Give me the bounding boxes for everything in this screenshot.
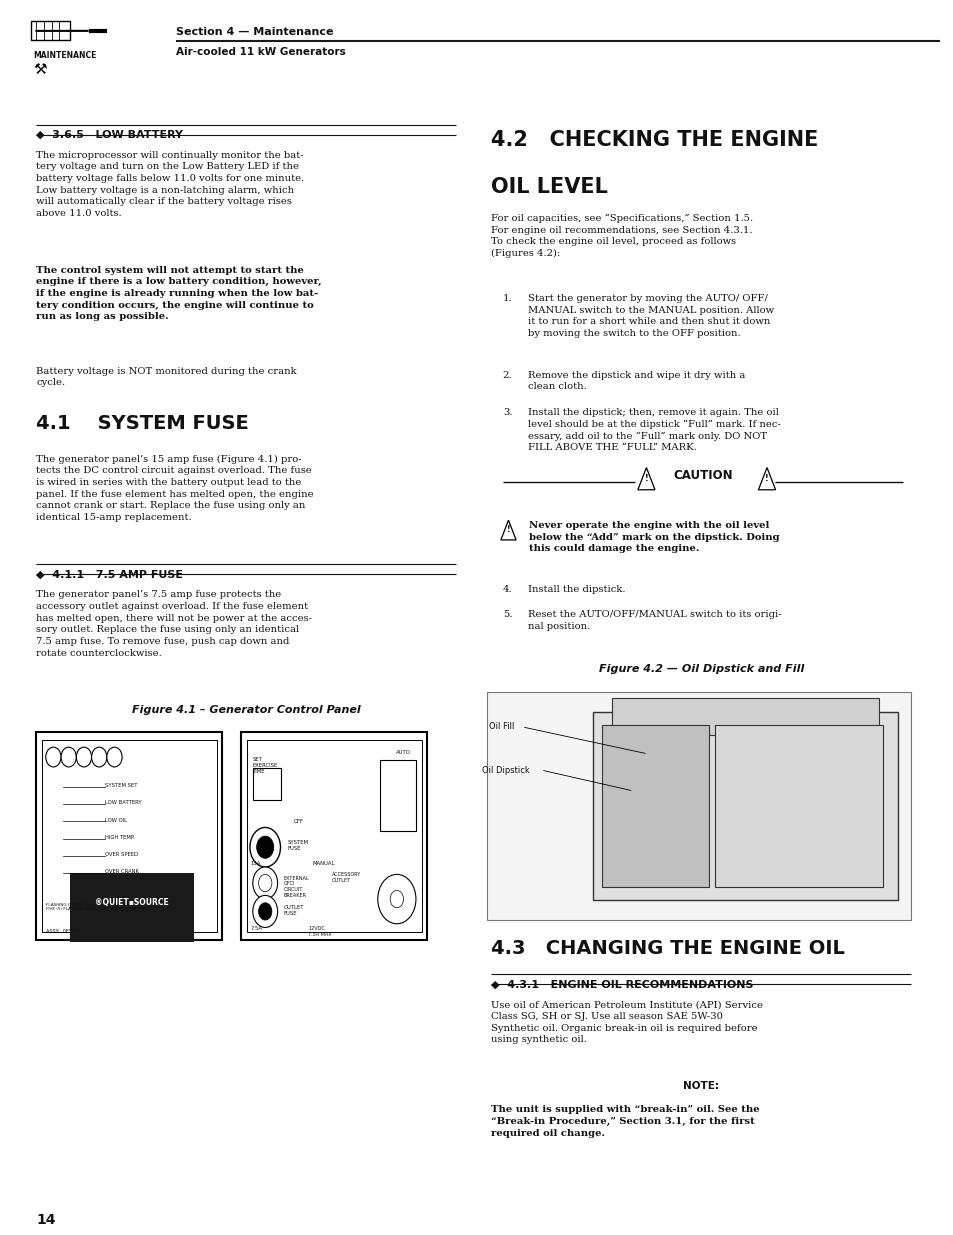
Circle shape: [390, 890, 403, 908]
Text: 12VDC
7.5A MAX: 12VDC 7.5A MAX: [308, 926, 332, 937]
Text: HIGH TEMP.: HIGH TEMP.: [105, 835, 134, 840]
Text: SYSTEM
FUSE: SYSTEM FUSE: [287, 840, 308, 851]
Polygon shape: [500, 520, 516, 540]
Text: NOTE:: NOTE:: [682, 1081, 719, 1091]
Text: 5.: 5.: [502, 610, 512, 619]
Circle shape: [61, 747, 76, 767]
FancyBboxPatch shape: [592, 713, 898, 899]
FancyBboxPatch shape: [601, 725, 708, 887]
Text: !: !: [506, 525, 510, 535]
Circle shape: [253, 867, 277, 899]
FancyBboxPatch shape: [70, 873, 193, 942]
Text: 1.: 1.: [502, 294, 512, 303]
Text: Oil Dipstick: Oil Dipstick: [481, 766, 529, 774]
FancyBboxPatch shape: [42, 740, 216, 932]
Text: CAUTION: CAUTION: [673, 469, 732, 482]
Text: ◆  3.6.5   LOW BATTERY: ◆ 3.6.5 LOW BATTERY: [36, 130, 183, 140]
FancyBboxPatch shape: [36, 732, 222, 940]
Text: The generator panel’s 15 amp fuse (Figure 4.1) pro-
tects the DC control circuit: The generator panel’s 15 amp fuse (Figur…: [36, 454, 314, 522]
Text: The generator panel’s 7.5 amp fuse protects the
accessory outlet against overloa: The generator panel’s 7.5 amp fuse prote…: [36, 590, 312, 657]
Text: Start the generator by moving the AUTO/ OFF/
MANUAL switch to the MANUAL positio: Start the generator by moving the AUTO/ …: [527, 294, 773, 338]
Circle shape: [91, 747, 107, 767]
Circle shape: [253, 895, 277, 927]
Text: !: !: [764, 474, 768, 483]
Text: LOW BATTERY: LOW BATTERY: [105, 800, 141, 805]
Text: SET
EXERCISE
TIME: SET EXERCISE TIME: [253, 757, 277, 773]
Text: 4.1    SYSTEM FUSE: 4.1 SYSTEM FUSE: [36, 414, 249, 432]
Text: MANUAL: MANUAL: [313, 861, 335, 866]
Text: OVER SPEED: OVER SPEED: [105, 852, 138, 857]
Text: OIL LEVEL: OIL LEVEL: [491, 177, 608, 196]
Text: Battery voltage is NOT monitored during the crank
cycle.: Battery voltage is NOT monitored during …: [36, 367, 296, 388]
Circle shape: [258, 903, 272, 920]
Text: ASSY:  0E5241: ASSY: 0E5241: [46, 929, 81, 934]
FancyBboxPatch shape: [241, 732, 427, 940]
FancyBboxPatch shape: [714, 725, 882, 887]
Text: LOW OIL: LOW OIL: [105, 818, 127, 823]
Text: OUTLET
FUSE: OUTLET FUSE: [283, 905, 303, 916]
Text: Use oil of American Petroleum Institute (API) Service
Class SG, SH or SJ. Use al: Use oil of American Petroleum Institute …: [491, 1000, 762, 1045]
Polygon shape: [638, 468, 655, 490]
Text: 15A: 15A: [251, 861, 261, 866]
Text: Figure 4.1 – Generator Control Panel: Figure 4.1 – Generator Control Panel: [132, 705, 360, 715]
FancyBboxPatch shape: [611, 698, 879, 735]
Circle shape: [258, 874, 272, 892]
Text: FLASHING GREEN LED= NO UTILITY SENSE
FIVE (5) FLASHING RED LEDS= EXERCISE NOT SE: FLASHING GREEN LED= NO UTILITY SENSE FIV…: [46, 903, 149, 911]
Text: Air-cooled 11 kW Generators: Air-cooled 11 kW Generators: [176, 47, 346, 57]
Text: 4.: 4.: [502, 585, 512, 594]
Text: !: !: [644, 474, 647, 483]
Polygon shape: [758, 468, 775, 490]
Text: For oil capacities, see “Specifications,” Section 1.5.
For engine oil recommenda: For oil capacities, see “Specifications,…: [491, 214, 753, 258]
Text: Install the dipstick; then, remove it again. The oil
level should be at the dips: Install the dipstick; then, remove it ag…: [527, 408, 780, 452]
Text: EXTERNAL
GFCI
CIRCUIT
BREAKER: EXTERNAL GFCI CIRCUIT BREAKER: [283, 876, 309, 898]
Text: Oil Fill: Oil Fill: [489, 722, 515, 731]
Text: ⚒: ⚒: [33, 62, 47, 77]
Text: SYSTEM SET: SYSTEM SET: [105, 783, 137, 788]
FancyBboxPatch shape: [379, 760, 416, 831]
Text: 2.: 2.: [502, 370, 512, 379]
Text: ®QUIET▪SOURCE: ®QUIET▪SOURCE: [94, 898, 169, 906]
Text: OFF: OFF: [294, 819, 303, 824]
Text: The microprocessor will continually monitor the bat-
tery voltage and turn on th: The microprocessor will continually moni…: [36, 151, 304, 217]
Text: 4.2   CHECKING THE ENGINE: 4.2 CHECKING THE ENGINE: [491, 130, 818, 149]
Text: OVER CRANK: OVER CRANK: [105, 869, 139, 874]
Circle shape: [377, 874, 416, 924]
FancyBboxPatch shape: [247, 740, 421, 932]
FancyBboxPatch shape: [31, 21, 70, 40]
Text: Reset the AUTO/OFF/MANUAL switch to its origi-
nal position.: Reset the AUTO/OFF/MANUAL switch to its …: [527, 610, 781, 631]
Text: 3.: 3.: [502, 408, 512, 416]
FancyBboxPatch shape: [486, 692, 910, 920]
Text: ◆  4.1.1   7.5 AMP FUSE: ◆ 4.1.1 7.5 AMP FUSE: [36, 569, 183, 579]
Text: AUTO: AUTO: [395, 750, 411, 755]
Text: The unit is supplied with “break-in” oil. See the
“Break-in Procedure,” Section : The unit is supplied with “break-in” oil…: [491, 1105, 760, 1137]
Text: The control system will not attempt to start the
engine if there is a low batter: The control system will not attempt to s…: [36, 266, 321, 321]
Text: Never operate the engine with the oil level
below the “Add” mark on the dipstick: Never operate the engine with the oil le…: [529, 521, 780, 553]
Text: Remove the dipstick and wipe it dry with a
clean cloth.: Remove the dipstick and wipe it dry with…: [527, 370, 744, 391]
Text: 14: 14: [36, 1213, 55, 1226]
Text: 7.5A: 7.5A: [251, 926, 263, 931]
Text: Figure 4.2 — Oil Dipstick and Fill: Figure 4.2 — Oil Dipstick and Fill: [598, 664, 803, 674]
FancyBboxPatch shape: [253, 768, 281, 800]
Text: Install the dipstick.: Install the dipstick.: [527, 585, 624, 594]
Text: Section 4 — Maintenance: Section 4 — Maintenance: [176, 27, 334, 37]
Text: ACCESSORY
OUTLET: ACCESSORY OUTLET: [332, 872, 361, 883]
Text: ◆  4.3.1   ENGINE OIL RECOMMENDATIONS: ◆ 4.3.1 ENGINE OIL RECOMMENDATIONS: [491, 979, 753, 989]
Circle shape: [46, 747, 61, 767]
Circle shape: [76, 747, 91, 767]
Text: 4.3   CHANGING THE ENGINE OIL: 4.3 CHANGING THE ENGINE OIL: [491, 939, 844, 957]
Circle shape: [250, 827, 280, 867]
Text: MAINTENANCE: MAINTENANCE: [33, 51, 96, 59]
Circle shape: [256, 836, 274, 858]
Circle shape: [107, 747, 122, 767]
